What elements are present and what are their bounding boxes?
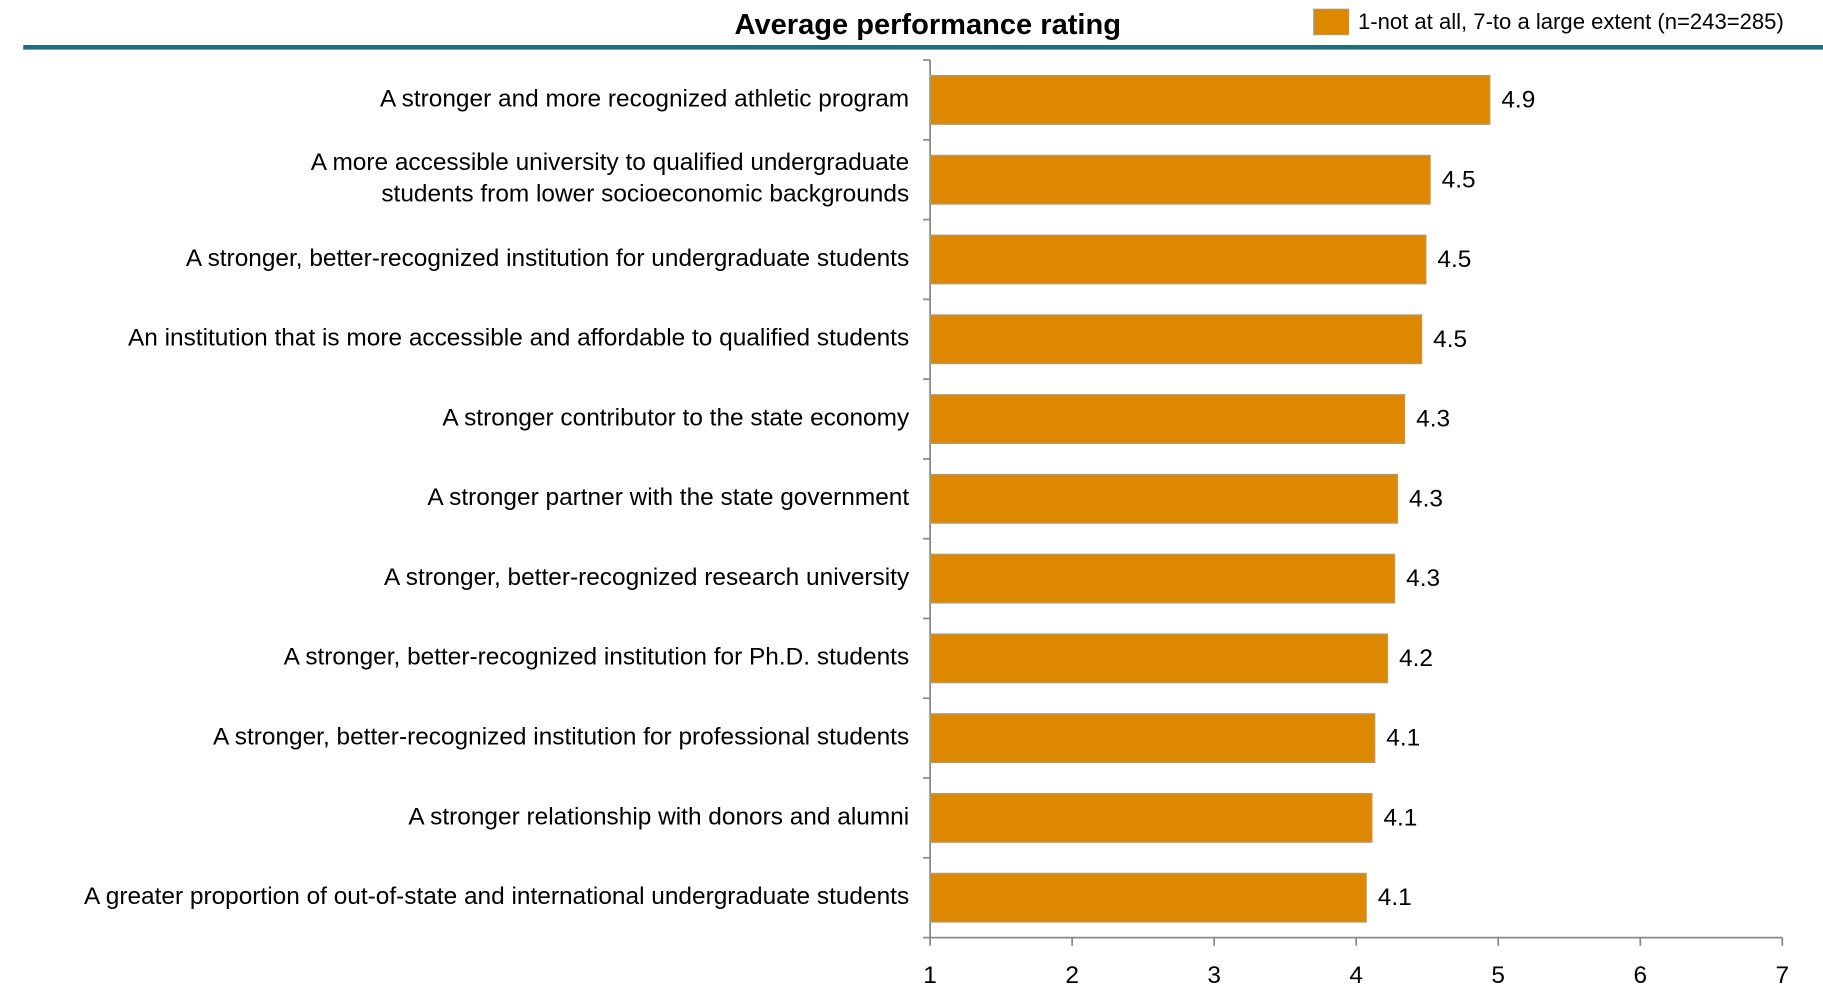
value-label: 4.3 (1409, 485, 1443, 512)
value-label: 4.1 (1383, 805, 1417, 832)
value-label: 4.5 (1437, 246, 1471, 273)
legend-label: 1-not at all, 7-to a large extent (n=243… (1358, 9, 1784, 34)
chart-title: Average performance rating (735, 9, 1121, 41)
category-label: A stronger contributor to the state econ… (442, 405, 910, 432)
x-tick-label: 1 (923, 962, 937, 989)
value-label: 4.3 (1406, 565, 1440, 592)
value-label: 4.5 (1442, 166, 1476, 193)
x-tick-label: 5 (1491, 962, 1505, 989)
category-label: A stronger and more recognized athletic … (380, 85, 909, 112)
bar (929, 394, 1406, 444)
bar (929, 154, 1431, 205)
category-label: An institution that is more accessible a… (128, 325, 909, 352)
bar (929, 713, 1376, 764)
category-label: A stronger, better-recognized institutio… (284, 644, 910, 671)
bar (929, 473, 1399, 524)
x-tick-label: 6 (1633, 962, 1647, 989)
bar (929, 234, 1427, 285)
legend-swatch (1313, 8, 1350, 36)
value-label: 4.1 (1386, 725, 1420, 752)
x-tick-label: 7 (1776, 962, 1790, 989)
value-label: 4.5 (1433, 326, 1467, 353)
value-label: 4.1 (1378, 884, 1412, 911)
bar (929, 314, 1423, 365)
category-label: A stronger, better-recognized research u… (384, 564, 910, 591)
bar (929, 872, 1367, 923)
category-label: A stronger, better-recognized institutio… (213, 724, 909, 751)
x-tick-label: 2 (1065, 962, 1079, 989)
category-label: A stronger relationship with donors and … (408, 803, 909, 830)
bar (929, 633, 1389, 684)
value-label: 4.3 (1416, 406, 1450, 433)
value-label: 4.9 (1501, 87, 1535, 114)
category-label: A stronger partner with the state govern… (427, 484, 909, 511)
category-label: A stronger, better-recognized institutio… (186, 245, 909, 272)
category-label: A greater proportion of out-of-state and… (84, 883, 909, 910)
bar (929, 74, 1491, 125)
bar (929, 553, 1396, 604)
x-tick-label: 3 (1207, 962, 1221, 989)
bar (929, 792, 1373, 843)
x-tick-label: 4 (1349, 962, 1363, 989)
value-label: 4.2 (1399, 645, 1433, 672)
category-label: A more accessible university to qualifie… (311, 150, 909, 208)
